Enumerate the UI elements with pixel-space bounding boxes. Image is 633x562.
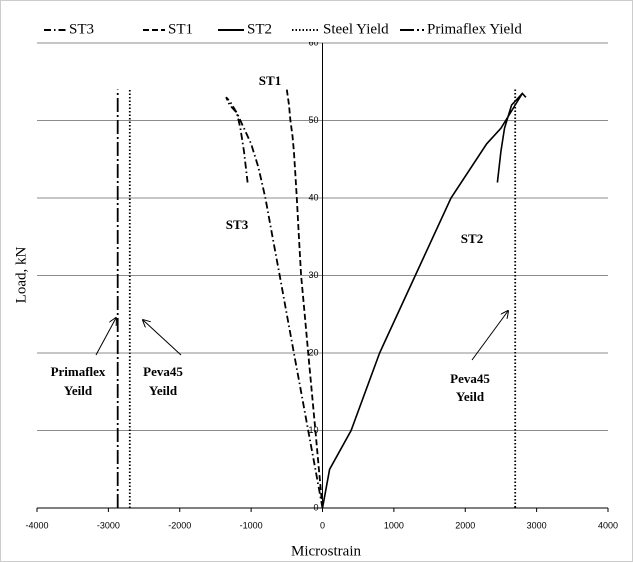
x-tick-label: 4000 (598, 520, 618, 530)
annotation: Yeild (456, 389, 485, 404)
x-tick-label: 3000 (527, 520, 547, 530)
legend-label: ST1 (168, 21, 193, 37)
legend-label: Steel Yield (323, 21, 389, 37)
line-series (225, 96, 324, 509)
x-tick-label: -4000 (25, 520, 48, 530)
y-tick-label: 20 (308, 347, 318, 357)
x-tick-label: 0 (320, 520, 325, 530)
y-tick-label: 0 (313, 502, 318, 512)
annotation: ST1 (259, 73, 281, 88)
arrows (95, 311, 508, 361)
legend-label: ST2 (247, 21, 272, 37)
legend-label: ST3 (69, 21, 94, 37)
annotation: Primaflex (51, 364, 106, 379)
y-axis-title: Load, kN (13, 247, 29, 304)
x-tick-label: 2000 (455, 520, 475, 530)
annotation: Yeild (64, 383, 93, 398)
legend-bg (40, 18, 615, 42)
line-series (285, 89, 324, 509)
lines (116, 89, 527, 509)
arrow (95, 318, 116, 356)
x-tick-label: -1000 (240, 520, 263, 530)
x-tick-label: -3000 (97, 520, 120, 530)
annotation: Peva45 (143, 364, 183, 379)
annotation: ST2 (461, 231, 483, 246)
arrow (471, 311, 508, 361)
y-tick-label: 10 (308, 425, 318, 435)
x-tick-label: 1000 (384, 520, 404, 530)
y-tick-label: 50 (308, 115, 318, 125)
axes: 0 10 20 30 40 50 60 -4000 -3000 -2000 -1000 0 1000 20… (25, 37, 618, 530)
annotation: Yeild (149, 383, 178, 398)
x-tick-label: -2000 (168, 520, 191, 530)
y-tick-label: 40 (308, 192, 318, 202)
y-tick-label: 30 (308, 270, 318, 280)
y-tick-label: 60 (308, 37, 318, 47)
x-axis-title: Microstrain (291, 543, 361, 559)
legend-label: Primaflex Yield (427, 21, 522, 37)
arrow (143, 320, 182, 356)
annotation: Peva45 (450, 371, 490, 386)
annotation: ST3 (226, 217, 249, 232)
legend: ST3 ST1 ST2 Steel Yield Primaflex Yield (40, 18, 615, 42)
